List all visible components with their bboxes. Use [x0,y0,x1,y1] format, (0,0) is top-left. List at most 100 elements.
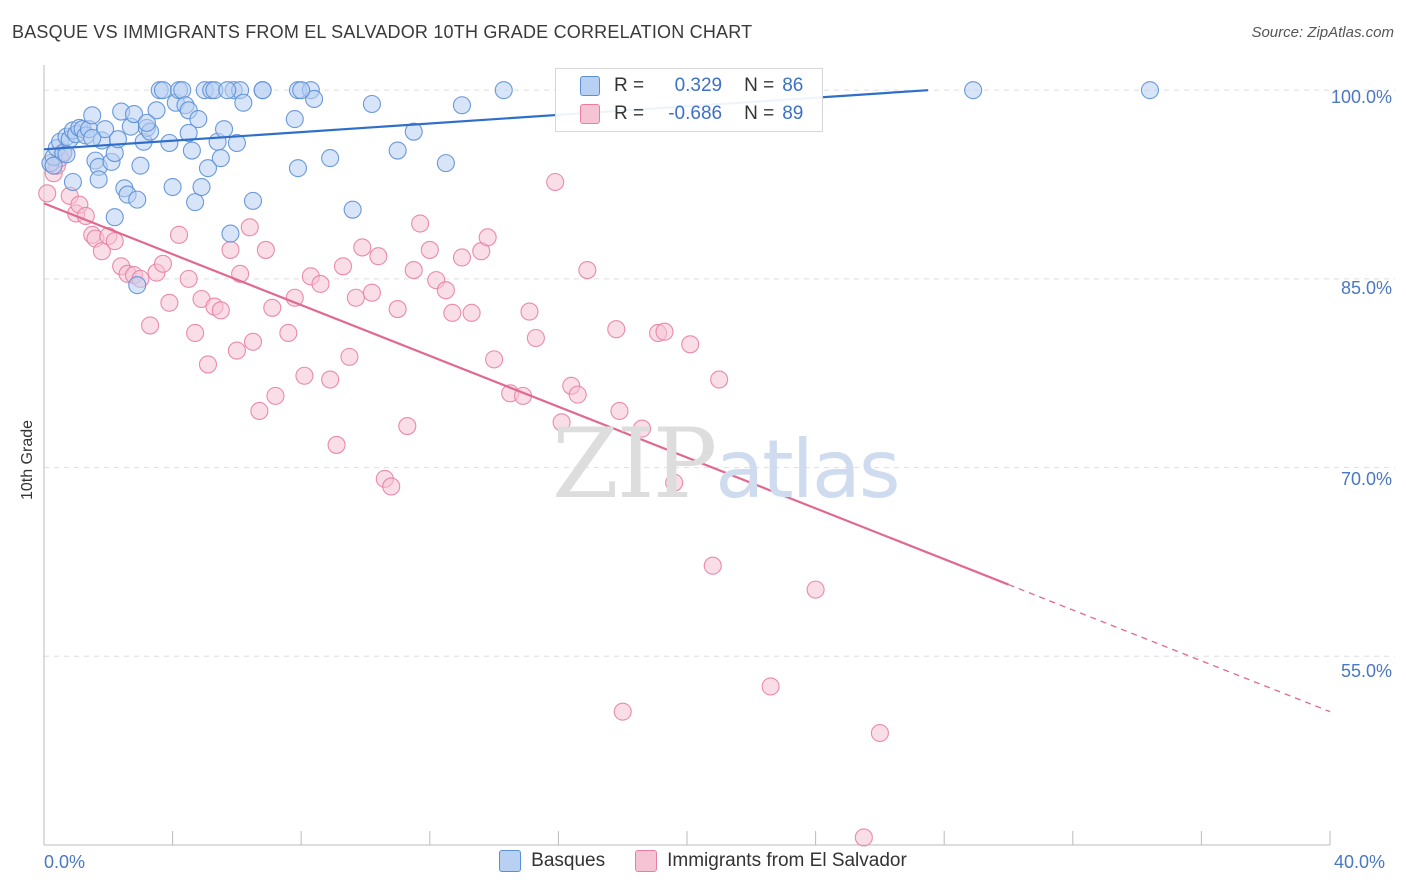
trend-lines [43,89,1331,713]
y-tick-label: 100.0% [1330,87,1392,107]
data-point [243,191,263,210]
data-point [169,225,189,244]
data-point [256,240,275,259]
data-point [186,193,205,212]
data-point [153,254,173,273]
data-point [369,247,388,266]
data-point [198,159,218,178]
data-point [710,370,729,389]
data-point [311,274,330,293]
watermark-zip: ZIP [552,408,717,520]
n-label: N = [744,75,775,96]
data-point [182,141,201,160]
data-point [147,101,166,120]
data-point [38,184,57,203]
data-point [610,401,629,421]
data-point [279,323,298,343]
data-point [854,828,873,847]
data-point [218,81,237,100]
legend-label: Basques [531,850,606,871]
data-point [420,240,439,259]
data-point [388,141,407,160]
data-point [105,208,124,227]
legend-row-el-salvador: R = -0.686 N = 89 [580,102,803,126]
legend-swatch-blue [499,850,522,872]
data-point [452,248,472,267]
data-point [655,322,674,341]
r-value: -0.686 [668,103,723,124]
legend-item-basques: Basques [499,850,605,872]
series-legend: Basques Immigrants from El Salvador [0,850,1406,872]
data-point [327,435,346,454]
data-point [179,123,198,142]
data-point [870,723,889,743]
y-tick-label: 70.0% [1340,469,1392,489]
data-point [478,228,497,247]
legend-row-basques: R = 0.329 N = 86 [580,74,803,98]
data-point [806,580,825,599]
n-value: 86 [782,75,804,96]
data-point [131,156,150,175]
data-point [173,81,192,100]
data-point [404,261,423,280]
data-point [632,419,652,438]
legend-item-el-salvador: Immigrants from El Salvador [635,850,907,872]
data-point [398,417,417,436]
data-point [452,96,472,115]
legend-swatch-blue [580,76,600,96]
data-point [494,81,513,100]
data-point [83,128,102,148]
data-point [462,303,481,322]
data-point [343,200,362,219]
data-point [211,149,230,168]
data-point [128,276,147,295]
data-point [404,122,423,141]
data-point [546,172,565,192]
data-point [526,328,545,348]
trend-line-el-salvador-extension [1008,583,1331,713]
data-point [362,94,381,114]
data-point [214,120,234,139]
data-point [578,261,597,280]
data-point [211,301,230,320]
data-point [234,93,253,112]
data-point [436,281,455,300]
data-point [411,214,430,233]
data-point [681,335,700,354]
chart-title: BASQUE VS IMMIGRANTS FROM EL SALVADOR 10… [12,22,753,42]
data-point [83,106,102,125]
legend-label: Immigrants from El Salvador [667,850,907,871]
data-point [266,386,285,405]
data-point [221,224,240,243]
y-axis-label: 10th Grade [19,419,36,501]
data-point [221,240,240,259]
data-point [250,401,269,421]
y-tick-label: 85.0% [1340,278,1392,298]
data-point [552,413,571,432]
data-point [198,355,218,374]
correlation-legend: R = 0.329 N = 86 R = -0.686 N = 89 [555,68,823,132]
watermark: ZIPatlas [552,408,901,520]
data-point [163,177,182,197]
trend-line-el-salvador [43,202,1009,586]
data-point [520,302,539,321]
data-point [141,316,160,335]
data-point [485,350,504,369]
data-point [44,156,63,175]
data-point [607,320,626,339]
legend-swatch-pink [580,104,600,124]
data-point [703,556,722,575]
data-point [186,323,205,343]
data-point [388,300,407,319]
y-tick-label: 55.0% [1340,661,1392,681]
r-value: 0.329 [674,75,723,96]
data-point [253,81,272,100]
data-point [227,133,246,153]
data-point [160,133,179,153]
data-point [153,81,173,100]
watermark-atlas: atlas [715,423,900,516]
points-basques [41,81,1160,295]
n-label: N = [744,103,775,124]
data-point [189,110,208,129]
data-point [665,473,684,492]
